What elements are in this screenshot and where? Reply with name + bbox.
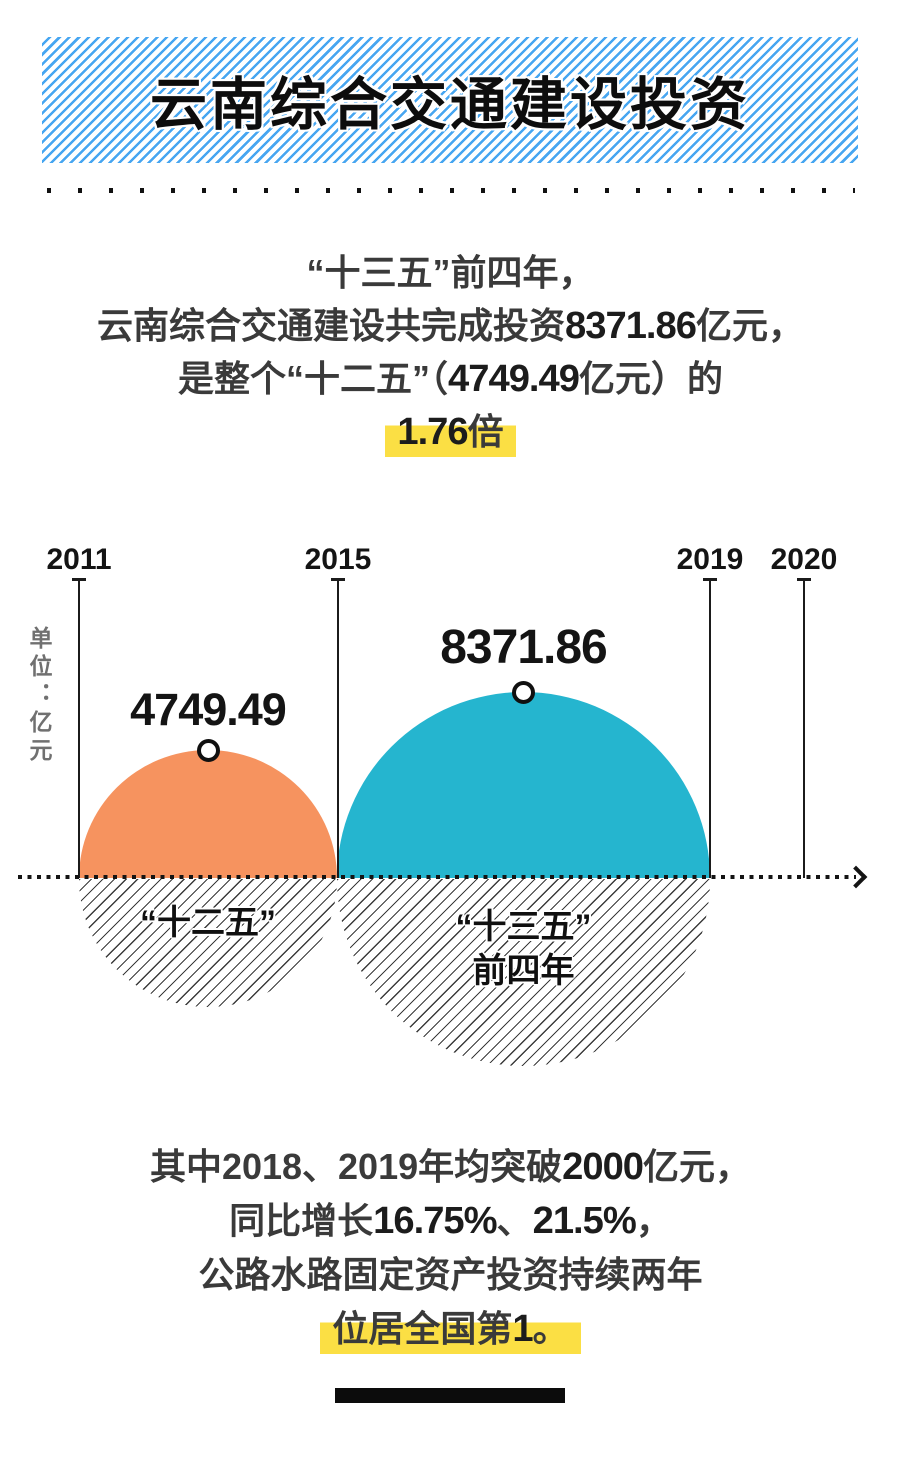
dotted-separator	[47, 188, 855, 193]
hatched-mirror-12th-plan: “十二五”	[79, 879, 337, 1007]
intro-line-4: 1.76倍	[0, 405, 901, 458]
x-axis-dotted-line	[18, 875, 856, 879]
year-tick-label-2015: 2015	[304, 543, 372, 576]
footer-line-3: 公路水路固定资产投资持续两年	[198, 1254, 703, 1295]
value-label-13th-plan: 8371.86	[440, 621, 608, 674]
page-title: 云南综合交通建设投资	[150, 73, 750, 137]
growth-2019: 21.5%	[532, 1199, 637, 1242]
tick-line-2011	[78, 578, 80, 878]
tick-line-2020	[803, 578, 805, 878]
title-banner: 云南综合交通建设投资	[42, 37, 858, 163]
total-investment-value: 8371.86	[565, 304, 697, 347]
hatched-mirror-13th-plan: “十三五” 前四年	[337, 879, 710, 1066]
ratio-value: 1.76	[397, 410, 468, 453]
rank-value: 1	[512, 1307, 533, 1350]
period-label-13th-plan: “十三五” 前四年	[455, 908, 592, 990]
period-label-12th-plan: “十二五”	[140, 904, 276, 942]
year-tick-label-2020: 2020	[770, 543, 838, 576]
year-tick-label-2019: 2019	[676, 543, 744, 576]
value-label-12th-plan: 4749.49	[130, 684, 287, 735]
semicircle-12th-plan	[79, 750, 337, 878]
intro-line-3: 是整个“十二五”（4749.49亿元）的	[178, 357, 723, 400]
tick-line-2019	[709, 578, 711, 878]
tick-line-2015	[337, 578, 339, 878]
semicircle-13th-plan	[337, 692, 710, 878]
year-tick-label-2011: 2011	[46, 543, 112, 576]
x-axis-arrow-icon	[844, 865, 868, 889]
ratio-highlight: 1.76倍	[385, 410, 516, 457]
breakthrough-value: 2000	[562, 1145, 644, 1188]
previous-plan-value: 4749.49	[448, 357, 580, 400]
intro-line-2: 云南综合交通建设共完成投资8371.86亿元，	[97, 304, 804, 347]
data-point-marker-13th-plan	[512, 681, 535, 704]
footer-line-4: 位居全国第1。	[0, 1302, 901, 1356]
growth-2018: 16.75%	[373, 1199, 497, 1242]
y-axis-unit-label: 单位：亿元	[26, 626, 52, 766]
data-point-marker-12th-plan	[197, 739, 220, 762]
intro-paragraph: “十三五”前四年， 云南综合交通建设共完成投资8371.86亿元， 是整个“十二…	[0, 246, 901, 458]
footer-line-1: 其中2018、2019年均突破2000亿元，	[149, 1145, 752, 1188]
bottom-divider-bar	[335, 1388, 565, 1403]
footer-paragraph: 其中2018、2019年均突破2000亿元， 同比增长16.75%、21.5%，…	[0, 1140, 901, 1356]
footer-line-2: 同比增长16.75%、21.5%，	[229, 1199, 672, 1242]
rank-highlight: 位居全国第1。	[320, 1307, 581, 1354]
intro-line-1: “十三五”前四年，	[306, 252, 595, 293]
